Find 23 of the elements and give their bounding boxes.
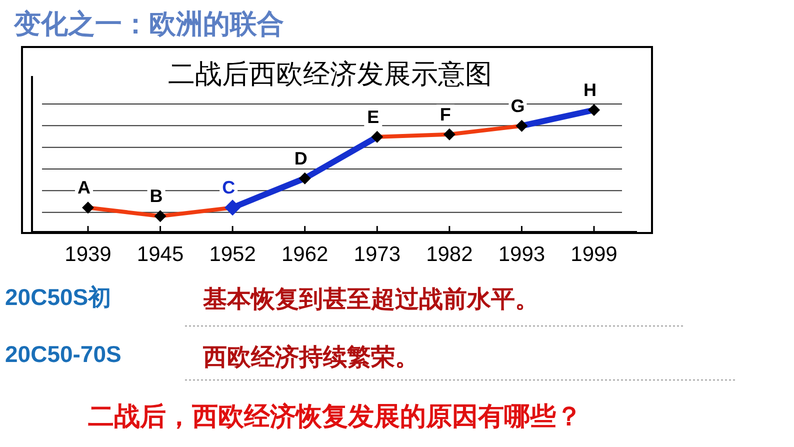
text: 20C50S初 (5, 284, 112, 310)
x-tick-label: 1945 (136, 243, 184, 266)
text: 西欧经济持续繁荣。 (202, 344, 419, 371)
text: 二战后，西欧经济恢复发展的原因有哪些？ (88, 401, 582, 431)
annotation: E (367, 106, 380, 127)
annotation: H (584, 80, 596, 100)
annotation: D (294, 148, 308, 168)
text: 基本恢复到甚至超过战前水平。 (202, 286, 539, 313)
annotation: B (150, 186, 163, 206)
x-tick-label: 1982 (426, 243, 473, 266)
chart-title: 二战后西欧经济发展示意图 (168, 59, 492, 89)
annotation: G (510, 96, 525, 116)
text: 20C50-70S (5, 341, 122, 367)
annotation: C (222, 178, 236, 198)
x-tick-label: 1999 (570, 243, 618, 266)
x-tick-label: 1962 (282, 243, 328, 266)
x-tick-label: 1993 (498, 243, 546, 266)
annotation: A (78, 178, 90, 198)
annotation: F (440, 104, 451, 124)
x-tick-label: 1939 (64, 243, 112, 266)
x-tick-label: 1973 (354, 243, 400, 266)
x-tick-label: 1952 (209, 243, 256, 266)
text: 变化之一：欧洲的联合 (13, 9, 284, 39)
